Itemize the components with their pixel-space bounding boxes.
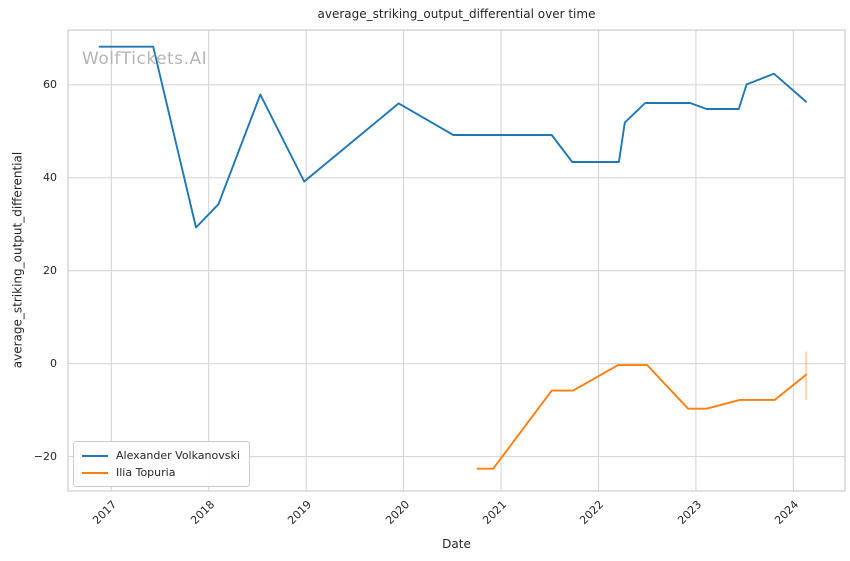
legend-item-topuria: Ilia Topuria [82, 464, 240, 481]
legend-item-volkanovski: Alexander Volkanovski [82, 447, 240, 464]
y-tick-label: 60 [43, 77, 57, 91]
legend-label-volkanovski: Alexander Volkanovski [116, 449, 240, 462]
chart-title: average_striking_output_differential ove… [317, 7, 596, 21]
y-tick-label: 40 [43, 170, 57, 184]
y-axis-label: average_striking_output_differential [10, 151, 25, 369]
legend-line-topuria-icon [82, 471, 108, 474]
series-line-volkanovski [98, 45, 807, 229]
y-tick-label: −20 [33, 449, 57, 463]
series-line-topuria [476, 364, 807, 470]
watermark: WolfTickets.AI [82, 49, 208, 69]
legend-line-volkanovski-icon [82, 454, 108, 457]
legend: Alexander Volkanovski Ilia Topuria [73, 441, 250, 487]
y-tick-label: 20 [43, 263, 57, 277]
x-axis-label: Date [442, 537, 471, 551]
y-tick-label: 0 [50, 356, 57, 370]
plot-border [67, 29, 846, 492]
legend-label-topuria: Ilia Topuria [116, 466, 176, 479]
